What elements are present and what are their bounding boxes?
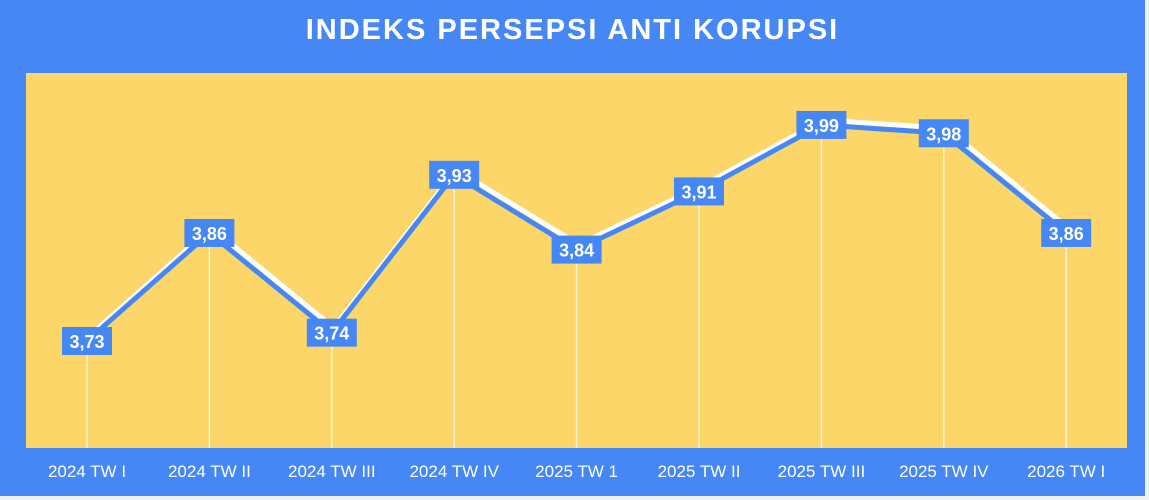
data-label: 3,91 <box>681 182 716 202</box>
x-tick-label: 2026 TW I <box>1027 462 1105 481</box>
x-tick-label: 2025 TW 1 <box>535 462 618 481</box>
x-tick-label: 2024 TW IV <box>409 462 499 481</box>
data-label-box <box>551 235 602 264</box>
data-label: 3,84 <box>559 241 594 261</box>
data-label: 3,93 <box>437 166 472 186</box>
chart-title: INDEKS PERSEPSI ANTI KORUPSI <box>305 14 840 46</box>
data-label: 3,98 <box>926 124 961 144</box>
data-label: 3,74 <box>314 324 349 344</box>
data-label: 3,86 <box>192 224 227 244</box>
x-tick-label: 2025 TW III <box>778 462 866 481</box>
x-tick-label: 2024 TW III <box>288 462 376 481</box>
data-label-box <box>184 218 235 247</box>
data-label: 3,99 <box>804 116 839 136</box>
data-label-box <box>918 119 969 148</box>
data-label-box <box>62 327 112 355</box>
x-tick-label: 2024 TW II <box>168 462 251 481</box>
data-label-box <box>429 160 480 189</box>
data-label-box <box>1041 218 1092 247</box>
data-label-box <box>796 110 847 139</box>
data-label: 3,86 <box>1049 224 1084 244</box>
data-label-box <box>674 177 724 206</box>
x-tick-label: 2025 TW IV <box>899 462 989 481</box>
x-tick-label: 2024 TW I <box>48 462 126 481</box>
data-label: 3,73 <box>69 332 104 352</box>
data-label-box <box>306 318 357 347</box>
x-tick-label: 2025 TW II <box>658 462 741 481</box>
